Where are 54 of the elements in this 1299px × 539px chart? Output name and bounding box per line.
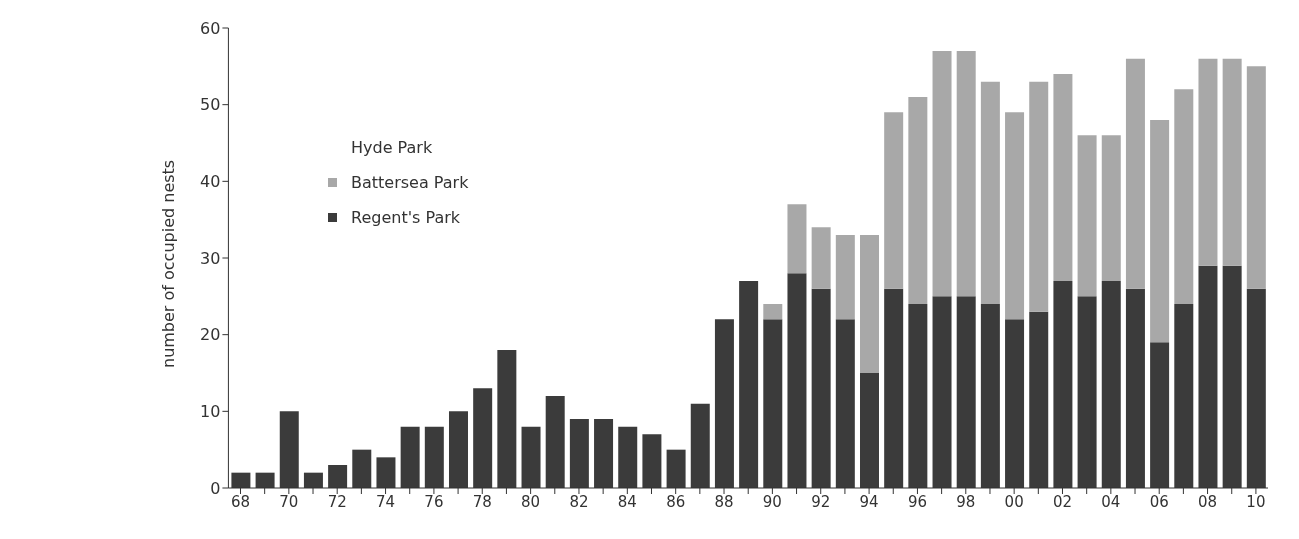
bar xyxy=(1150,120,1170,343)
x-tick-label: 92 xyxy=(811,492,831,511)
text: Hyde Park xyxy=(351,138,433,157)
x-tick-label: 08 xyxy=(1198,492,1218,511)
y-tick-label: 60 xyxy=(200,18,221,38)
x-tick-label: 04 xyxy=(1101,492,1121,511)
x-tick-label: 94 xyxy=(859,492,879,511)
x-tick-label: 86 xyxy=(666,492,686,511)
x-tick-label: 74 xyxy=(376,492,396,511)
bar xyxy=(860,235,879,373)
x-tick-label: 90 xyxy=(762,492,782,511)
bar xyxy=(811,227,831,289)
y-tick-label: 30 xyxy=(200,248,221,268)
bar xyxy=(1077,135,1097,297)
bar xyxy=(763,304,783,320)
legend-label: Battersea Park xyxy=(351,173,469,192)
x-tick-label: 98 xyxy=(956,492,976,511)
bar xyxy=(1125,58,1145,289)
bar xyxy=(1053,74,1073,281)
bar xyxy=(1222,58,1242,266)
x-tick-label: 78 xyxy=(472,492,492,511)
bar xyxy=(980,81,1000,304)
bar xyxy=(884,112,904,289)
y-tick-label: 20 xyxy=(200,325,221,345)
y-axis-title: number of occupied nests xyxy=(159,159,179,368)
x-tick-label: 06 xyxy=(1149,492,1169,511)
legend-label: Regent's Park xyxy=(351,208,461,227)
x-tick-label: 96 xyxy=(907,492,927,511)
bar xyxy=(908,97,928,304)
y-tick-label: 10 xyxy=(200,402,221,422)
x-tick-label: 00 xyxy=(1004,492,1024,511)
x-tick-label: 68 xyxy=(230,492,251,511)
bar xyxy=(956,51,976,297)
bar xyxy=(1198,58,1218,266)
y-tick-label: 0 xyxy=(210,478,221,498)
bar xyxy=(932,51,952,297)
y-tick-label: 40 xyxy=(200,172,221,192)
bar xyxy=(1029,81,1049,312)
x-tick-label: 72 xyxy=(327,492,347,511)
bar xyxy=(787,204,807,274)
bar xyxy=(1174,89,1194,304)
x-tick-label: 88 xyxy=(714,492,734,511)
bar xyxy=(1101,135,1121,281)
x-tick-label: 80 xyxy=(521,492,541,511)
y-tick-label: 50 xyxy=(200,95,221,115)
x-tick-label: 76 xyxy=(424,492,444,511)
x-tick-label: 82 xyxy=(569,492,589,511)
bar xyxy=(1246,66,1266,289)
bar xyxy=(1005,112,1025,320)
bar xyxy=(835,235,855,320)
x-tick-label: 02 xyxy=(1052,492,1073,511)
x-tick-label: 10 xyxy=(1246,492,1266,511)
x-tick-label: 84 xyxy=(617,492,637,511)
x-tick-label: 70 xyxy=(279,492,299,511)
